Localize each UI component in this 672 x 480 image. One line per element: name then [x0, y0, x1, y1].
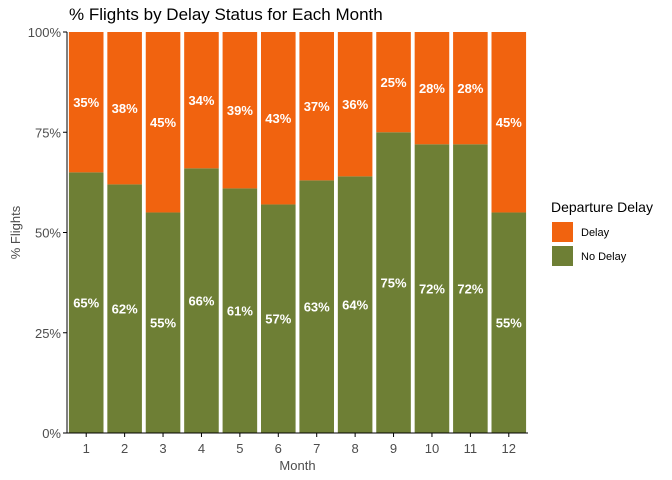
- x-tick-label: 3: [159, 441, 166, 456]
- legend-label-no-delay: No Delay: [581, 251, 627, 263]
- legend-label-delay: Delay: [581, 227, 610, 239]
- y-tick-label: 25%: [35, 326, 61, 341]
- x-tick-label: 5: [236, 441, 243, 456]
- y-axis-ticks: 0% 25% 50% 75% 100%: [28, 25, 67, 441]
- bar-delay-month-9: [376, 32, 411, 133]
- bar-label-delay-month-4: 34%: [188, 93, 214, 108]
- x-axis-ticks: 1 2 3 4 5 6 7 8 9 10 11 12: [83, 433, 516, 456]
- bar-no-delay-month-11: [453, 144, 488, 433]
- y-tick-label: 0%: [42, 426, 61, 441]
- bar-no-delay-month-5: [222, 188, 258, 433]
- bar-label-delay-month-5: 39%: [227, 103, 253, 118]
- bar-label-delay-month-2: 38%: [112, 101, 138, 116]
- x-tick-label: 2: [121, 441, 128, 456]
- bar-label-delay-month-7: 37%: [304, 99, 330, 114]
- bar-delay-month-6: [261, 32, 296, 205]
- bar-label-delay-month-6: 43%: [265, 111, 291, 126]
- bar-no-delay-month-2: [107, 184, 142, 433]
- y-tick-label: 75%: [35, 125, 61, 140]
- bar-label-delay-month-8: 36%: [342, 97, 368, 112]
- x-tick-label: 10: [425, 441, 439, 456]
- bars-group: [68, 32, 527, 434]
- bar-delay-month-12: [491, 32, 527, 213]
- bar-delay-month-2: [107, 32, 142, 185]
- bar-label-no-delay-month-8: 64%: [342, 298, 368, 313]
- bar-delay-month-11: [453, 32, 488, 145]
- bar-label-no-delay-month-7: 63%: [304, 300, 330, 315]
- bar-label-no-delay-month-6: 57%: [265, 312, 291, 327]
- bar-label-no-delay-month-9: 75%: [381, 276, 407, 291]
- bar-label-delay-month-9: 25%: [381, 75, 407, 90]
- bar-label-delay-month-3: 45%: [150, 115, 176, 130]
- legend-swatch-no-delay: [552, 246, 573, 266]
- x-tick-label: 6: [275, 441, 282, 456]
- bar-delay-month-3: [145, 32, 181, 213]
- x-tick-label: 12: [502, 441, 516, 456]
- bar-label-no-delay-month-3: 55%: [150, 316, 176, 331]
- bar-label-delay-month-11: 28%: [457, 81, 483, 96]
- chart-title: % Flights by Delay Status for Each Month: [69, 5, 383, 24]
- bar-delay-month-10: [414, 32, 450, 145]
- x-axis-title: Month: [279, 458, 315, 473]
- bar-delay-month-8: [337, 32, 373, 177]
- bar-no-delay-month-4: [184, 168, 219, 433]
- bar-label-no-delay-month-12: 55%: [496, 316, 522, 331]
- bar-label-no-delay-month-10: 72%: [419, 282, 445, 297]
- x-tick-label: 7: [313, 441, 320, 456]
- x-tick-label: 11: [464, 441, 478, 456]
- bar-label-delay-month-1: 35%: [73, 95, 99, 110]
- bar-no-delay-month-10: [414, 144, 450, 433]
- bar-no-delay-month-1: [68, 172, 104, 433]
- x-tick-label: 9: [390, 441, 397, 456]
- bar-label-no-delay-month-2: 62%: [112, 302, 138, 317]
- x-tick-label: 8: [352, 441, 359, 456]
- bar-label-no-delay-month-1: 65%: [73, 296, 99, 311]
- y-tick-label: 100%: [28, 25, 62, 40]
- bar-labels-group: 65% 35% 62% 38% 55% 45% 66% 34% 61% 39% 57% 43% 63% 3…: [73, 75, 522, 331]
- bar-no-delay-month-3: [145, 212, 181, 433]
- bar-label-no-delay-month-5: 61%: [227, 304, 253, 319]
- bar-delay-month-5: [222, 32, 258, 189]
- bar-no-delay-month-12: [491, 212, 527, 433]
- bar-no-delay-month-8: [337, 176, 373, 434]
- bar-no-delay-month-9: [376, 132, 411, 433]
- bar-no-delay-month-6: [261, 204, 296, 433]
- x-tick-label: 4: [198, 441, 205, 456]
- legend-swatch-delay: [552, 222, 573, 242]
- y-tick-label: 50%: [35, 226, 61, 241]
- bar-delay-month-1: [68, 32, 104, 173]
- bar-label-delay-month-12: 45%: [496, 115, 522, 130]
- x-tick-label: 1: [83, 441, 90, 456]
- bar-label-delay-month-10: 28%: [419, 81, 445, 96]
- bar-label-no-delay-month-11: 72%: [457, 282, 483, 297]
- bar-delay-month-4: [184, 32, 219, 169]
- bar-label-no-delay-month-4: 66%: [188, 294, 214, 309]
- bar-no-delay-month-7: [299, 180, 334, 433]
- y-axis-title: % Flights: [8, 205, 23, 259]
- legend-title: Departure Delay: [551, 199, 653, 215]
- bar-delay-month-7: [299, 32, 334, 181]
- legend: Departure Delay Delay No Delay: [551, 199, 653, 266]
